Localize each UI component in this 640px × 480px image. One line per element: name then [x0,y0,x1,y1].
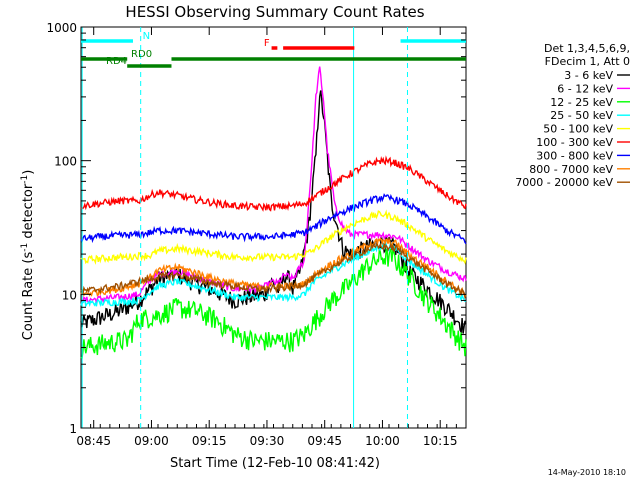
y-axis-label-end: ) [21,170,36,175]
legend-label-5: 50 - 100 keV [543,123,613,136]
flag-label-rd4: RD4 [106,56,127,67]
y-axis-label-sup2: -1 [20,175,30,184]
y-axis-label-main: Count Rate (s [21,252,36,341]
legend-label-3: 12 - 25 keV [550,96,613,109]
footer-timestamp: 14-May-2010 18:10 [548,468,626,477]
chart-title: HESSI Observing Summary Count Rates [125,3,424,21]
series-line-7 [80,193,467,245]
x-tick-label-2: 09:00 [134,434,169,448]
x-tick-label-7: 10:15 [423,434,458,448]
legend-label-6: 100 - 300 keV [536,136,613,149]
legend-header-1: Det 1,3,4,5,6,9, [544,42,630,55]
x-axis-label: Start Time (12-Feb-10 08:41:42) [170,456,380,471]
flag-label-n: N [143,31,150,42]
flag-label-rd0: RD0 [131,49,152,60]
axis-layer: 08:45 09:00 09:15 09:30 09:45 10:00 10:15 1 10 10… [46,21,467,448]
series-line-4 [80,241,467,308]
x-tick-label-3: 09:15 [192,434,227,448]
x-tick-label-1: 08:45 [76,434,111,448]
y-tick-label-2: 10 [62,288,77,302]
legend-label-8: 800 - 7000 keV [529,163,613,176]
legend-label-4: 25 - 50 keV [550,109,613,122]
flag-layer: N F RD0 RD4 [81,31,466,68]
legend-label-7: 300 - 800 keV [536,149,613,162]
series-line-5 [80,209,467,265]
y-axis-label: Count Rate (s-1 detector-1) [20,170,36,341]
y-axis-label-sup1: -1 [20,243,30,252]
y-axis-label-mid: detector [21,183,36,243]
series-line-3 [80,247,467,360]
flag-label-f: F [264,38,270,49]
series-line-2 [80,66,467,306]
x-tick-label-5: 09:45 [307,434,342,448]
series-line-6 [80,155,467,212]
y-tick-label-1: 1 [69,422,77,436]
legend-label-1: 3 - 6 keV [564,69,613,82]
series-line-1 [80,90,467,335]
series-layer [80,66,467,360]
legend: Det 1,3,4,5,6,9, FDecim 1, Att 0 3 - 6 k… [515,42,630,189]
legend-label-9: 7000 - 20000 keV [515,176,613,189]
legend-label-2: 6 - 12 keV [557,82,613,95]
x-tick-label-4: 09:30 [250,434,285,448]
y-tick-label-4: 1000 [46,21,77,35]
vline-layer [81,27,408,428]
x-tick-label-6: 10:00 [365,434,400,448]
plot-area: N F RD0 RD4 08:45 09:00 09:15 09:30 09:45 10:00 1… [46,21,467,448]
legend-header-2: FDecim 1, Att 0 [545,55,630,68]
series-line-9 [80,241,467,299]
y-tick-label-3: 100 [54,155,77,169]
